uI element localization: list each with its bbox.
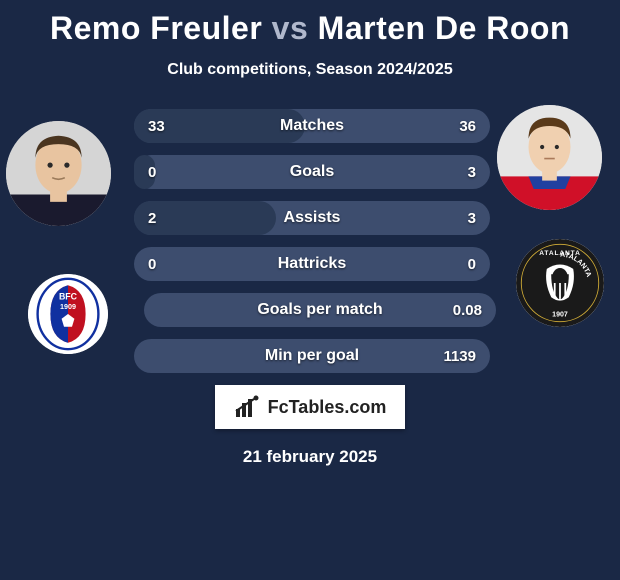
stat-value-right: 1139 (443, 339, 476, 373)
svg-text:ATALANTA: ATALANTA (539, 250, 580, 257)
player2-avatar (497, 105, 602, 210)
stat-row: Min per goal1139 (134, 339, 490, 373)
stat-row: 33Matches36 (134, 109, 490, 143)
svg-text:1909: 1909 (60, 302, 76, 311)
comparison-content: BFC 1909 ATALANTA ATALANTA 1907 33Matche… (0, 109, 620, 467)
stat-label: Hattricks (134, 247, 490, 281)
stats-bars: 33Matches360Goals32Assists30Hattricks0Go… (134, 109, 490, 373)
branding-text: FcTables.com (268, 397, 387, 418)
stat-value-right: 0 (468, 247, 476, 281)
stat-value-right: 36 (459, 109, 476, 143)
stat-value-right: 0.08 (453, 293, 482, 327)
comparison-title: Remo Freuler vs Marten De Roon (0, 0, 620, 47)
player2-name: Marten De Roon (318, 10, 570, 46)
stat-label: Assists (134, 201, 490, 235)
stat-row: Goals per match0.08 (144, 293, 496, 327)
stat-row: 2Assists3 (134, 201, 490, 235)
player2-club-badge: ATALANTA ATALANTA 1907 (516, 239, 604, 327)
stat-label: Goals per match (144, 293, 496, 327)
branding-logo: FcTables.com (215, 385, 405, 429)
svg-text:BFC: BFC (59, 292, 78, 302)
player1-avatar (6, 121, 111, 226)
stat-row: 0Goals3 (134, 155, 490, 189)
stat-label: Goals (134, 155, 490, 189)
date-label: 21 february 2025 (0, 447, 620, 467)
stat-label: Min per goal (134, 339, 490, 373)
svg-text:1907: 1907 (552, 311, 568, 318)
stat-value-right: 3 (468, 155, 476, 189)
subtitle: Club competitions, Season 2024/2025 (0, 61, 620, 79)
stat-row: 0Hattricks0 (134, 247, 490, 281)
vs-label: vs (272, 10, 309, 46)
stat-label: Matches (134, 109, 490, 143)
stat-value-right: 3 (468, 201, 476, 235)
player1-club-badge: BFC 1909 (28, 274, 108, 354)
player1-name: Remo Freuler (50, 10, 262, 46)
